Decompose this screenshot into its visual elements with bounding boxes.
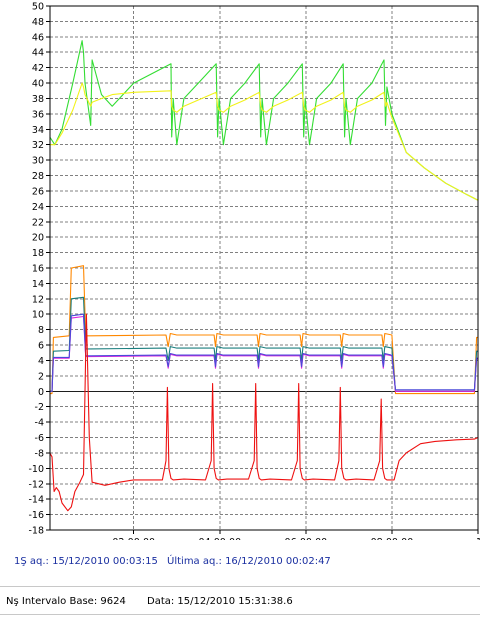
x-tick-label: 06:00:00 [285,537,328,540]
first-acquisition-label: 1Ş aq.: 15/12/2010 00:03:15 [14,556,158,567]
y-tick-label: -2 [35,402,44,413]
y-tick-label: 38 [32,94,44,105]
chart: 50 48 46 44 42 40 38 36 34 32 30 28 26 24 22 20 18 16 14 12… [28,2,480,541]
y-tick-label: 42 [32,63,44,74]
y-tick-label: -6 [35,433,44,444]
y-tick-label: 22 [32,217,44,228]
plot-area [50,6,478,530]
x-tick-label: 10:0 [476,537,480,540]
series-line [49,313,479,512]
y-tick-label: 10 [32,310,44,321]
x-tick-label: 08:00:00 [371,537,414,540]
y-tick-label: 40 [32,79,44,90]
y-tick-label: 16 [32,264,44,275]
series-line [49,82,479,201]
series-line [49,265,478,395]
y-tick-label: -16 [28,510,44,521]
line-chart-svg: 5048464442403836343230282624222018161412… [28,2,480,541]
y-tick-label: 0 [38,387,44,398]
y-tick-label: 48 [32,17,44,28]
y-tick-label: 50 [32,2,44,13]
y-tick-label: 34 [32,125,44,136]
y-tick-label: -10 [28,464,44,475]
y-tick-label: 26 [32,186,44,197]
y-tick-label: -12 [28,479,44,490]
y-tick-label: 18 [32,248,44,259]
y-tick-label: 12 [32,294,44,305]
series-line [49,40,479,201]
y-tick-label: -14 [28,495,44,506]
acquisition-info: 1Ş aq.: 15/12/2010 00:03:15 Última aq.: … [14,556,331,567]
y-tick-label: 2 [38,371,44,382]
y-tick-label: -8 [35,448,44,459]
y-tick-label: 44 [32,48,44,59]
x-tick-label: 04:00:00 [198,537,241,540]
date-label: Data: 15/12/2010 15:31:38.6 [147,596,293,607]
y-tick-label: 8 [38,325,44,336]
x-tick-label: 02:00:00 [112,537,155,540]
y-tick-label: 28 [32,171,44,182]
y-tick-label: 6 [38,341,44,352]
y-tick-label: 20 [32,233,44,244]
status-divider-bottom [0,614,480,615]
status-bar: Nş Intervalo Base: 9624 Data: 15/12/2010… [6,596,293,607]
y-tick-label: -18 [28,526,44,537]
y-tick-label: 14 [32,279,44,290]
status-divider-top [0,586,480,587]
y-tick-label: 46 [32,32,44,43]
last-acquisition-label: Última aq.: 16/12/2010 00:02:47 [167,556,331,567]
y-tick-label: 24 [32,202,44,213]
y-tick-label: -4 [35,418,44,429]
y-tick-label: 36 [32,109,44,120]
interval-base-label: Nş Intervalo Base: 9624 [6,596,126,607]
y-tick-label: 30 [32,156,44,167]
y-tick-label: 32 [32,140,44,151]
y-tick-label: 4 [38,356,44,367]
plot-frame [49,5,479,531]
